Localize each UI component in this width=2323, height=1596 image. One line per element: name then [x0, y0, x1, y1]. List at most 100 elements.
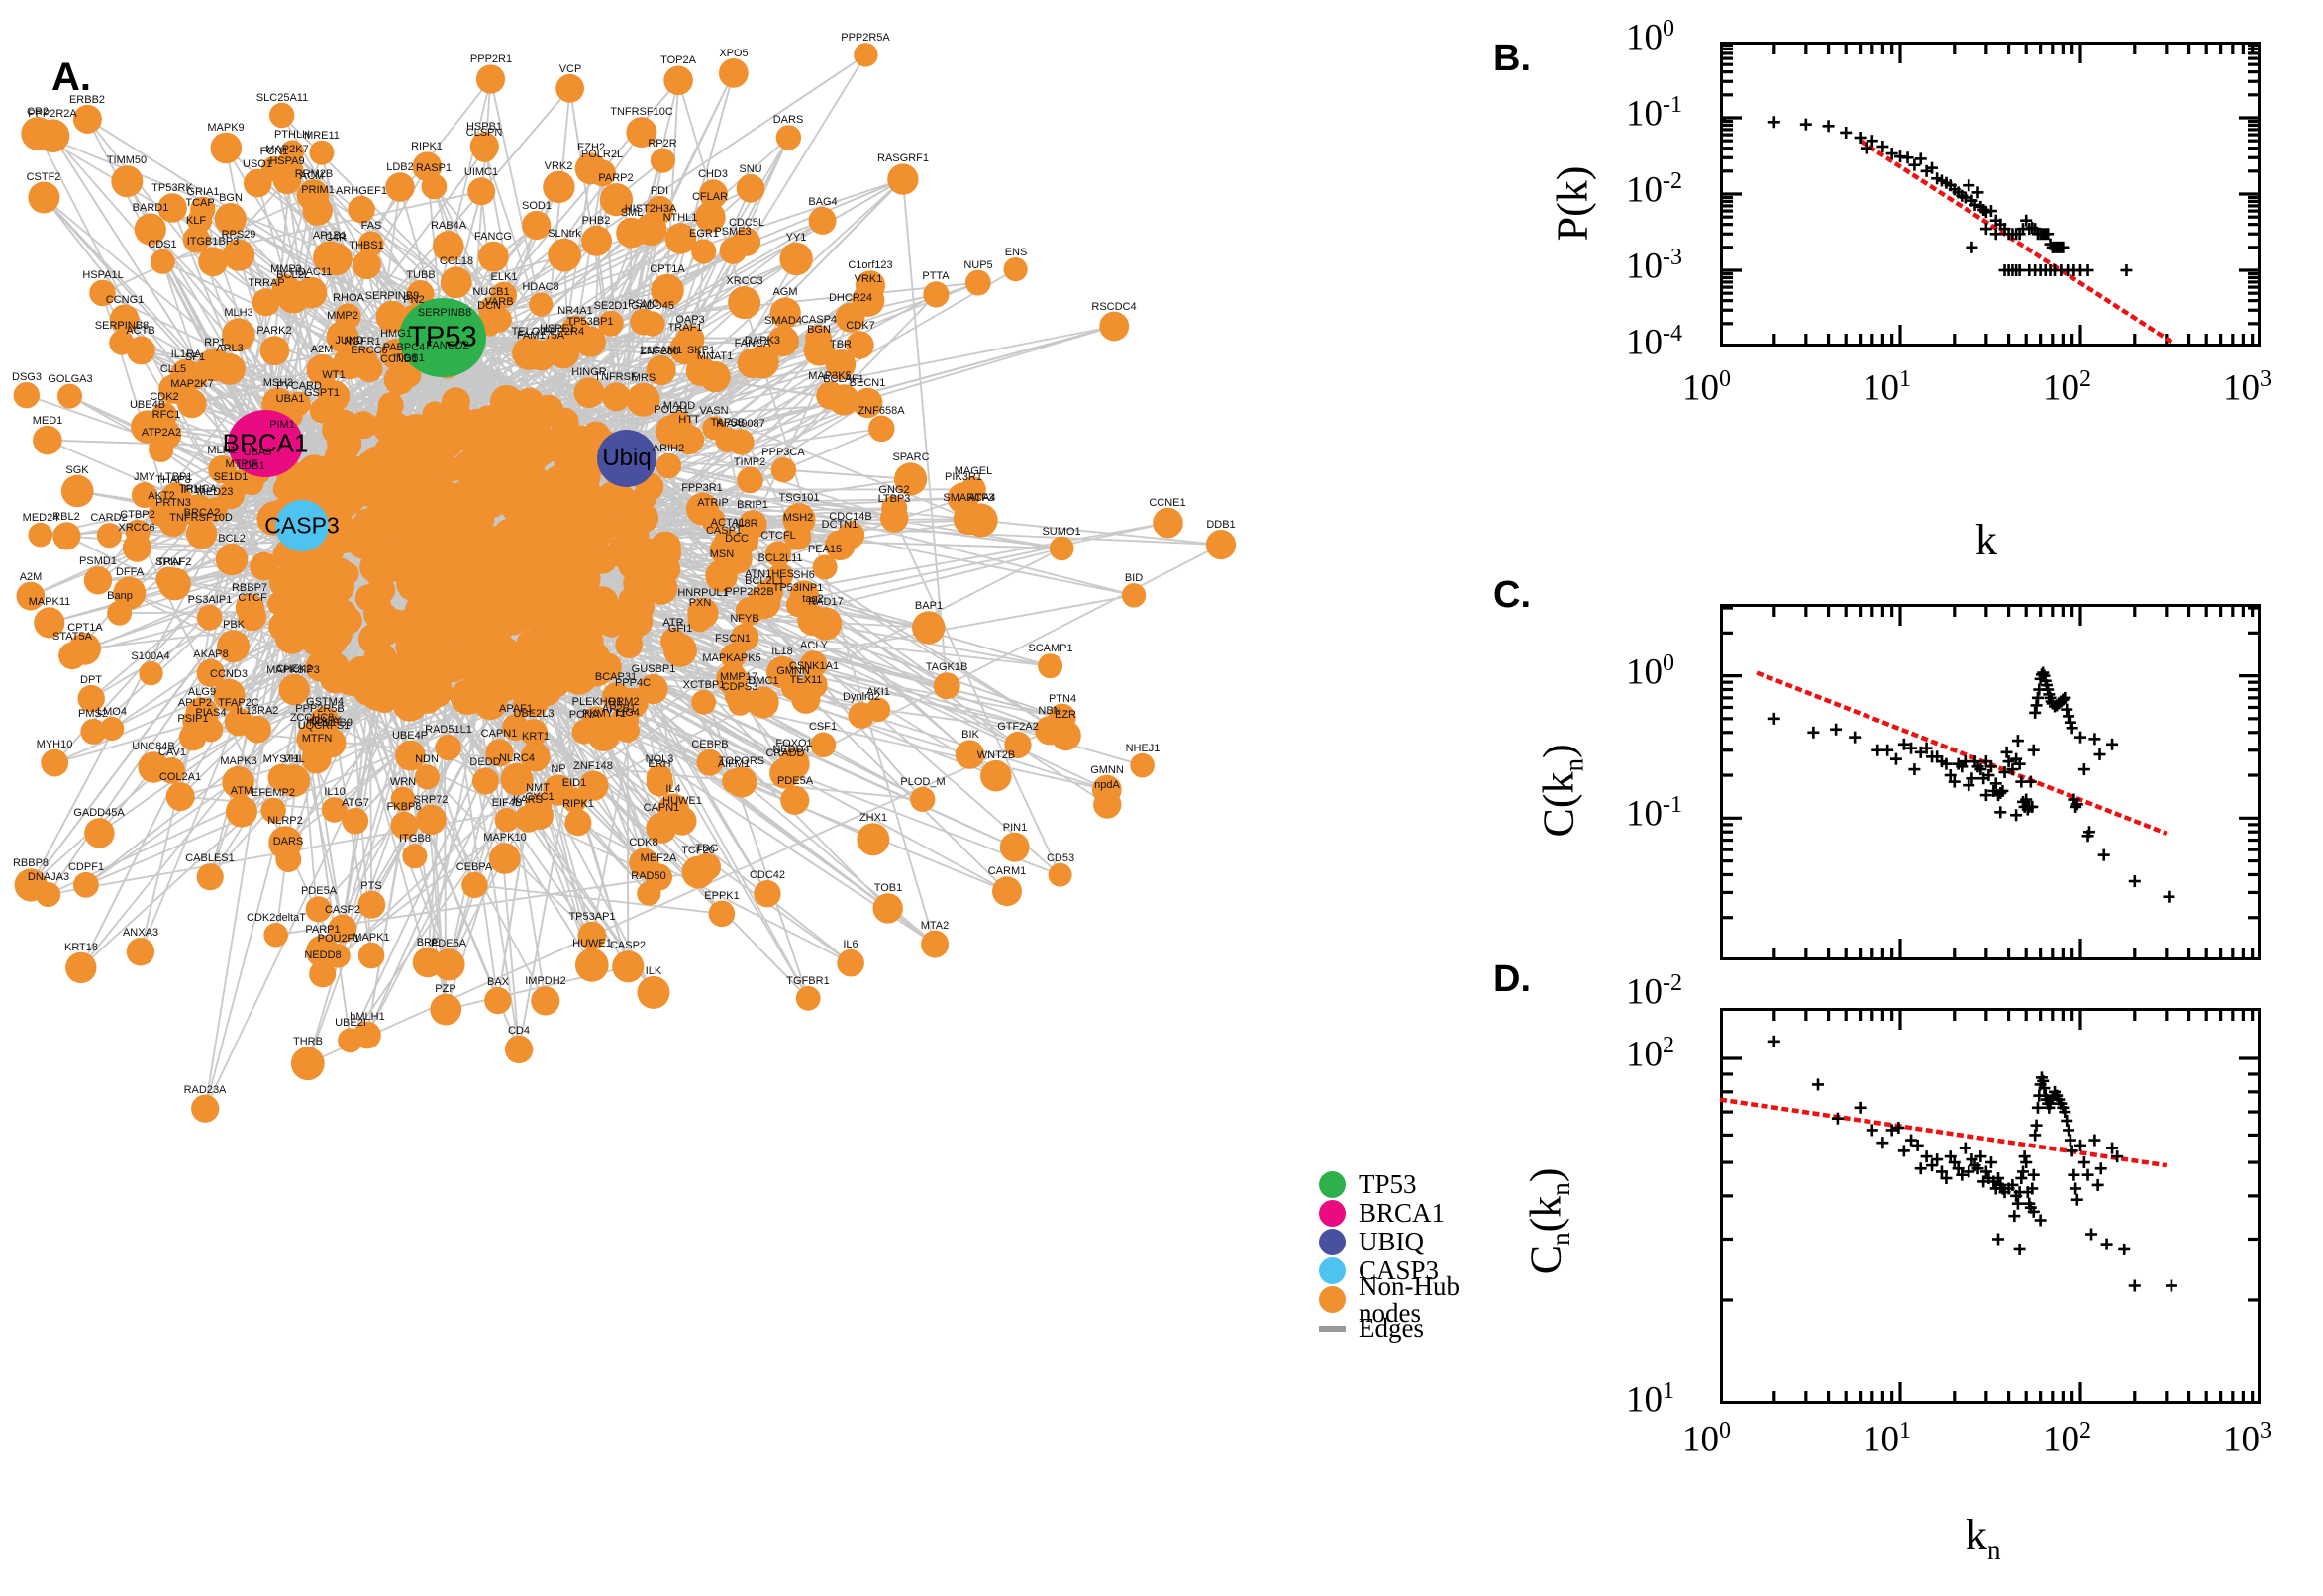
network-node[interactable] — [435, 734, 461, 761]
network-node[interactable] — [321, 797, 348, 823]
network-node[interactable] — [828, 384, 859, 416]
network-node[interactable] — [921, 930, 950, 958]
network-node[interactable] — [342, 807, 369, 835]
network-node[interactable] — [728, 691, 753, 716]
network-node[interactable] — [306, 353, 339, 386]
network-node[interactable] — [630, 308, 657, 336]
network-node[interactable] — [414, 764, 440, 790]
network-node[interactable] — [357, 890, 386, 919]
network-node[interactable] — [651, 273, 684, 308]
network-node[interactable] — [694, 202, 726, 233]
network-node[interactable] — [702, 416, 727, 441]
network-node[interactable] — [755, 578, 783, 608]
network-node[interactable] — [527, 487, 553, 513]
network-node[interactable] — [111, 165, 144, 198]
network-node[interactable] — [28, 522, 53, 548]
network-node[interactable] — [621, 605, 654, 638]
network-node[interactable] — [392, 609, 421, 638]
network-node[interactable] — [57, 383, 82, 409]
network-node[interactable] — [531, 986, 560, 1016]
network-node[interactable] — [561, 787, 587, 813]
network-node[interactable] — [825, 349, 857, 380]
network-node[interactable] — [735, 597, 764, 626]
network-node[interactable] — [348, 346, 378, 377]
network-node[interactable] — [259, 336, 290, 366]
network-node[interactable] — [910, 786, 936, 813]
network-node[interactable] — [16, 581, 46, 611]
network-node[interactable] — [646, 812, 677, 844]
network-node[interactable] — [616, 217, 647, 249]
network-node[interactable] — [416, 804, 447, 836]
network-node[interactable] — [600, 613, 625, 638]
network-node[interactable] — [36, 119, 70, 152]
network-node[interactable] — [923, 281, 950, 308]
network-node[interactable] — [846, 331, 874, 359]
network-node[interactable] — [280, 674, 307, 701]
network-node[interactable] — [615, 631, 643, 658]
network-node[interactable] — [812, 554, 838, 580]
network-node[interactable] — [789, 580, 819, 610]
network-node[interactable] — [803, 335, 835, 366]
network-node[interactable] — [344, 455, 367, 480]
network-node[interactable] — [722, 543, 753, 574]
network-node[interactable] — [158, 508, 188, 538]
network-node[interactable] — [33, 425, 62, 455]
network-node[interactable] — [471, 469, 501, 499]
network-node[interactable] — [357, 942, 385, 969]
network-node[interactable] — [500, 762, 534, 796]
network-node[interactable] — [319, 636, 344, 659]
network-node[interactable] — [139, 660, 163, 686]
network-node[interactable] — [553, 615, 578, 641]
network-node[interactable] — [1205, 530, 1237, 560]
network-node[interactable] — [770, 457, 797, 483]
network-node[interactable] — [335, 303, 361, 330]
network-node[interactable] — [719, 237, 748, 264]
network-node[interactable] — [182, 708, 209, 735]
network-node[interactable] — [881, 495, 908, 522]
network-node[interactable] — [652, 554, 681, 584]
network-node[interactable] — [229, 469, 255, 495]
network-node[interactable] — [808, 607, 843, 641]
network-node[interactable] — [191, 1094, 220, 1123]
network-node[interactable] — [777, 748, 810, 780]
network-node[interactable] — [419, 583, 444, 608]
network-node[interactable] — [992, 876, 1022, 907]
network-node[interactable] — [461, 871, 488, 899]
network-node[interactable] — [297, 454, 332, 490]
network-node[interactable] — [395, 740, 426, 771]
network-node[interactable] — [662, 633, 697, 667]
network-node[interactable] — [250, 551, 278, 581]
network-node[interactable] — [190, 196, 216, 222]
network-node[interactable] — [543, 170, 575, 204]
network-node[interactable] — [338, 1028, 363, 1053]
network-node[interactable] — [36, 881, 61, 908]
network-node[interactable] — [269, 153, 304, 188]
network-node[interactable] — [779, 242, 813, 276]
network-node[interactable] — [467, 177, 496, 206]
network-node[interactable] — [887, 163, 919, 195]
hub-node-brca1[interactable] — [228, 410, 303, 477]
network-node[interactable] — [574, 948, 609, 982]
network-node[interactable] — [716, 663, 749, 695]
network-node[interactable] — [825, 530, 856, 560]
network-node[interactable] — [1099, 311, 1130, 342]
network-node[interactable] — [613, 486, 637, 509]
network-node[interactable] — [747, 686, 779, 719]
network-node[interactable] — [531, 566, 556, 592]
network-node[interactable] — [1003, 257, 1028, 282]
network-node[interactable] — [423, 503, 454, 534]
network-node[interactable] — [77, 684, 105, 713]
network-node[interactable] — [548, 238, 581, 272]
network-node[interactable] — [645, 863, 672, 891]
network-node[interactable] — [181, 494, 215, 528]
network-node[interactable] — [138, 751, 169, 783]
network-node[interactable] — [440, 266, 472, 299]
network-node[interactable] — [226, 795, 257, 828]
network-node[interactable] — [775, 125, 802, 150]
network-node[interactable] — [556, 73, 584, 103]
network-node[interactable] — [646, 769, 674, 797]
network-node[interactable] — [109, 330, 135, 355]
network-node[interactable] — [529, 292, 554, 317]
network-node[interactable] — [180, 361, 209, 390]
network-node[interactable] — [383, 364, 415, 396]
